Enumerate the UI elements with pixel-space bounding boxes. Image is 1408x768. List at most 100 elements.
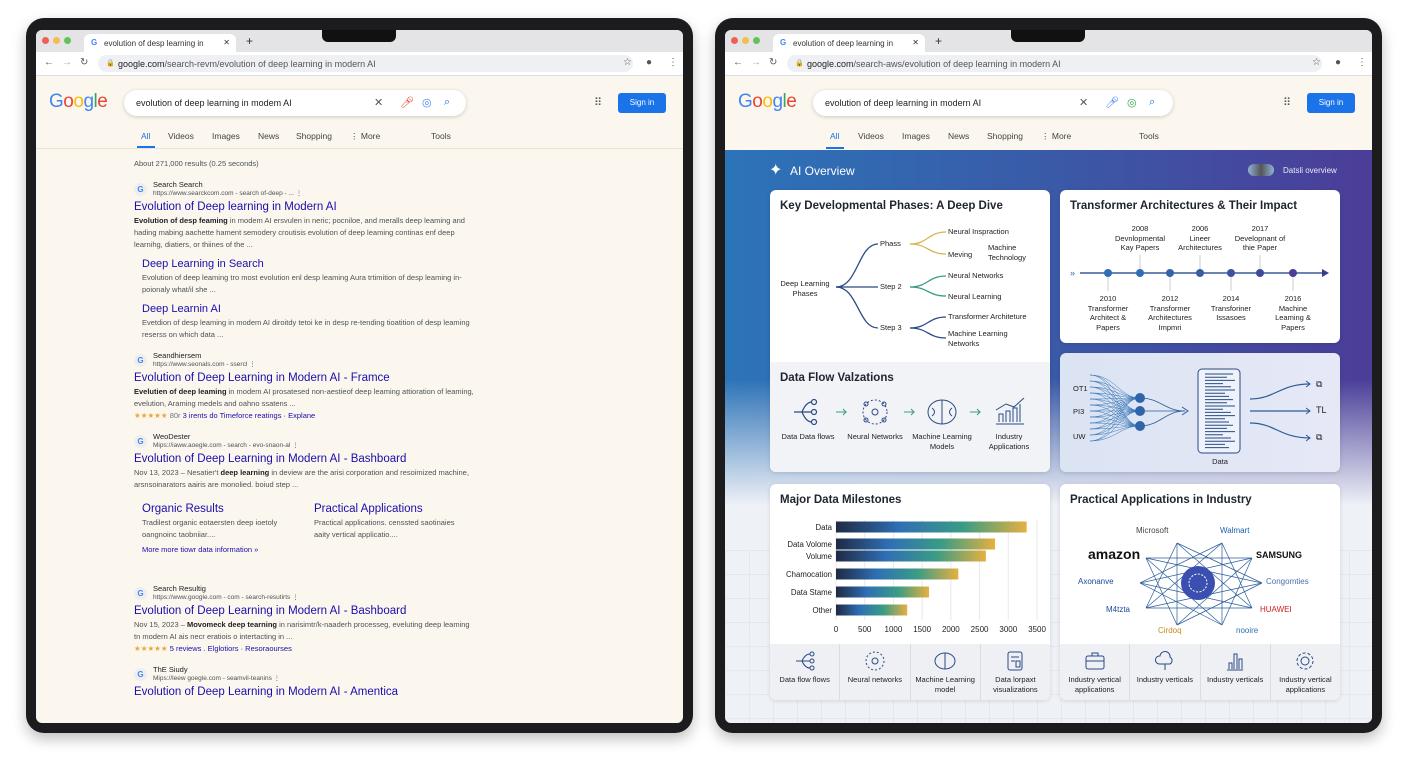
new-tab-button[interactable]: + [246,34,254,48]
result-title-link[interactable]: Evolution of Deep Learning in Modern AI … [134,372,390,384]
apps-grid-icon[interactable]: ⠿ [1283,97,1292,109]
footer-item[interactable]: Industry vertical applications [1271,644,1340,700]
more-options-icon[interactable]: ⋮ [273,675,281,682]
voice-search-icon[interactable]: 🎤︎ [400,97,414,109]
footer-item[interactable]: Data flow flows [770,644,841,700]
minimize-window-dot[interactable] [742,37,749,44]
new-tab-button[interactable]: + [935,34,943,48]
flow-step-label: Neural Networks [847,432,903,441]
rating-links[interactable]: 5 reviews . Elglotiors · Resoraourses [169,644,292,653]
milestones-card: Major Data Milestones 0 500 1000 1500 2000 25… [770,484,1050,700]
tab-shopping[interactable]: Shopping [296,131,332,141]
back-icon[interactable]: ← [733,57,743,68]
tab-videos[interactable]: Videos [858,131,884,141]
apps-grid-icon[interactable]: ⠿ [594,97,603,109]
tab-shopping[interactable]: Shopping [987,131,1023,141]
source-avatars-icon[interactable] [1248,164,1274,176]
lens-search-icon[interactable]: ◎ [422,97,432,109]
result-source[interactable]: G WeoDester Mips://iaww.aoegle.com - sea… [134,432,474,449]
brand-logo: SAMSUNG [1256,550,1303,560]
sitelink-title[interactable]: Practical Applications [314,503,423,515]
tab-all[interactable]: All [141,131,151,141]
url-field[interactable]: 🔒 google.com/search-revm/evolution of dee… [98,55,633,72]
result-title-link[interactable]: Evolution of Deep Learning in Modern AI … [134,686,399,698]
tab-all[interactable]: All [830,131,840,141]
more-options-icon[interactable]: ⋮ [292,594,299,601]
sign-in-button[interactable]: Sign in [1307,93,1355,113]
footer-item[interactable]: Machine Learning model [911,644,981,700]
search-input[interactable]: evolution of deep learning in modern AI … [813,90,1173,116]
clear-search-icon[interactable]: ✕ [374,97,384,109]
event-year: 2006 [1191,224,1209,233]
tab-news[interactable]: News [258,131,280,141]
more-options-icon[interactable]: ⋮ [292,442,299,449]
more-info-link[interactable]: More more tiowr data information » [142,545,259,554]
result-source[interactable]: G Search Search https://www.searckcom.co… [134,180,474,197]
close-tab-icon[interactable]: ✕ [912,38,919,47]
more-options-icon[interactable]: ⋮ [249,361,256,368]
sitelink-title[interactable]: Organic Results [142,503,224,515]
sitelink: Deep Learning in Search Evolution of deep… [142,257,474,296]
arrow-icon [836,408,982,416]
tools-button[interactable]: Tools [431,131,451,141]
bookmark-star-icon[interactable]: ☆ [623,57,632,68]
search-input[interactable]: evolution of deep learning in modem AI ✕… [124,90,466,116]
tab-news[interactable]: News [948,131,970,141]
menu-kebab-icon[interactable]: ⋮ [1357,57,1367,68]
tools-button[interactable]: Tools [1139,131,1159,141]
phases-title: Key Developmental Phases: A Deep Dive [780,200,1003,212]
close-window-dot[interactable] [42,37,49,44]
tab-images[interactable]: Images [212,131,240,141]
forward-icon[interactable]: → [751,57,761,68]
maximize-window-dot[interactable] [64,37,71,44]
maximize-window-dot[interactable] [753,37,760,44]
reload-icon[interactable]: ↻ [80,57,89,68]
forward-icon[interactable]: → [62,57,72,68]
google-logo[interactable]: Google [49,91,108,112]
tab-images[interactable]: Images [902,131,930,141]
result-title-link[interactable]: Evolution of Deep Learning in Modern AI … [134,453,407,465]
sitelink-title[interactable]: Deep Learnin AI [142,303,221,315]
more-options-icon[interactable]: ⋮ [295,190,303,197]
search-icon[interactable]: ⌕ [444,96,451,108]
tab-more[interactable]: ⋮ More [350,131,381,141]
url-field[interactable]: 🔒 google.com/search-aws/evolution of deep… [787,55,1322,72]
minimize-window-dot[interactable] [53,37,60,44]
sign-in-button[interactable]: Sign in [618,93,666,113]
bookmark-star-icon[interactable]: ☆ [1312,57,1321,68]
lens-search-icon[interactable]: ◎ [1127,97,1137,109]
close-tab-icon[interactable]: ✕ [223,38,230,47]
timeline-event: 2006 Lineer Architectures [1172,224,1228,253]
footer-item[interactable]: Industry verticals [1201,644,1271,700]
result-source[interactable]: G Seandhiersem https://www.seonals.com -… [134,351,474,368]
result-title-link[interactable]: Evolution of Deep learning in Modern AI [134,201,337,213]
detail-overview-link[interactable]: Datsli overview [1283,166,1337,175]
menu-kebab-icon[interactable]: ⋮ [668,57,678,68]
rating-links[interactable]: 3 irents do Timeforce reatings · Explane [182,411,316,420]
tab-more[interactable]: ⋮ More [1041,131,1072,141]
profile-icon[interactable]: ● [1335,57,1342,68]
reload-icon[interactable]: ↻ [769,57,778,68]
voice-search-icon[interactable]: 🎤︎ [1105,97,1119,109]
url-path: /search-aws/evolution of deep learning i… [853,59,1061,69]
result-title-link[interactable]: Evolution of Deep Learning in Modern AI … [134,605,407,617]
result-source[interactable]: G Search Resultig https://www.google.com… [134,584,474,601]
brand-logo: nooire [1236,626,1259,635]
footer-item[interactable]: Industry verticals [1130,644,1201,700]
google-logo[interactable]: Google [738,91,797,112]
back-icon[interactable]: ← [44,57,54,68]
footer-item[interactable]: Neural networks [840,644,911,700]
result-source[interactable]: G ThE Siudy Mips://leew goegle.com - sea… [134,665,474,682]
footer-item[interactable]: Industry vertical applications [1060,644,1131,700]
footer-item[interactable]: Data lorpaxt visualizations [981,644,1050,700]
close-window-dot[interactable] [731,37,738,44]
tab-videos[interactable]: Videos [168,131,194,141]
search-icon[interactable]: ⌕ [1149,96,1156,108]
bar-chart-growth-icon [995,397,1025,425]
timeline-dot [1166,269,1174,277]
profile-icon[interactable]: ● [646,57,653,68]
sitelink-title[interactable]: Deep Learning in Search [142,258,264,270]
clear-search-icon[interactable]: ✕ [1079,97,1089,109]
